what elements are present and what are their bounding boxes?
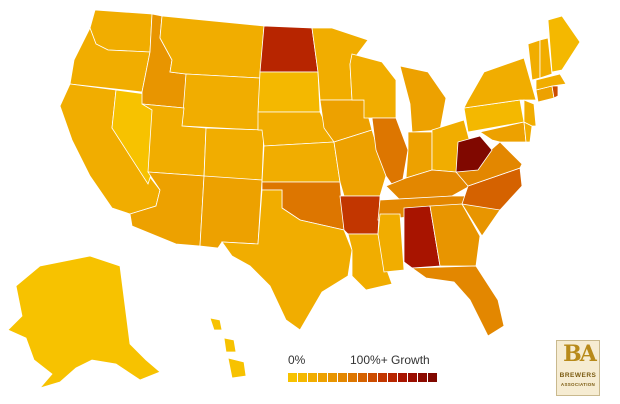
- legend-color-scale: [288, 373, 438, 382]
- state-me: [547, 15, 581, 73]
- legend-min-label: 0%: [288, 353, 306, 367]
- legend-swatch-2: [308, 373, 317, 382]
- state-mi: [399, 65, 447, 133]
- state-fl: [410, 265, 505, 337]
- legend-swatch-0: [288, 373, 297, 382]
- state-co: [203, 127, 265, 181]
- state-nj: [523, 99, 537, 127]
- logo-mark: BA: [563, 341, 597, 367]
- legend-swatch-10: [388, 373, 397, 382]
- legend-swatch-12: [408, 373, 417, 382]
- state-ny: [463, 57, 537, 109]
- state-ak: [7, 255, 161, 389]
- state-ms: [377, 213, 405, 273]
- logo-text-line1: BREWERS: [559, 372, 597, 379]
- legend-swatch-5: [338, 373, 347, 382]
- legend-swatch-11: [398, 373, 407, 382]
- legend-swatch-14: [428, 373, 437, 382]
- state-ma: [535, 73, 567, 91]
- state-wi: [349, 53, 397, 119]
- legend-swatch-3: [318, 373, 327, 382]
- state-nd: [259, 25, 319, 73]
- state-nh: [539, 37, 553, 79]
- legend-swatch-4: [328, 373, 337, 382]
- legend-swatch-9: [378, 373, 387, 382]
- state-sd: [257, 71, 321, 113]
- state-wy: [181, 73, 261, 131]
- state-hi: [209, 317, 247, 379]
- legend-max-label: 100%+ Growth: [350, 353, 430, 367]
- state-ar: [339, 195, 381, 235]
- state-vt: [527, 39, 541, 81]
- legend-swatch-13: [418, 373, 427, 382]
- state-md: [479, 121, 527, 143]
- state-wv: [455, 135, 493, 173]
- state-nm: [199, 175, 263, 249]
- legend-swatch-1: [298, 373, 307, 382]
- logo-text-line2: ASSOCIATION: [560, 382, 596, 387]
- legend-swatch-6: [348, 373, 357, 382]
- legend-swatch-7: [358, 373, 367, 382]
- state-tx: [221, 189, 353, 331]
- state-ga: [429, 203, 481, 267]
- state-ks: [261, 141, 341, 183]
- state-al: [403, 205, 441, 269]
- state-mt: [159, 15, 265, 79]
- brewers-association-logo: BA BREWERS ASSOCIATION: [556, 340, 600, 396]
- legend-swatch-8: [368, 373, 377, 382]
- state-ri: [551, 85, 559, 99]
